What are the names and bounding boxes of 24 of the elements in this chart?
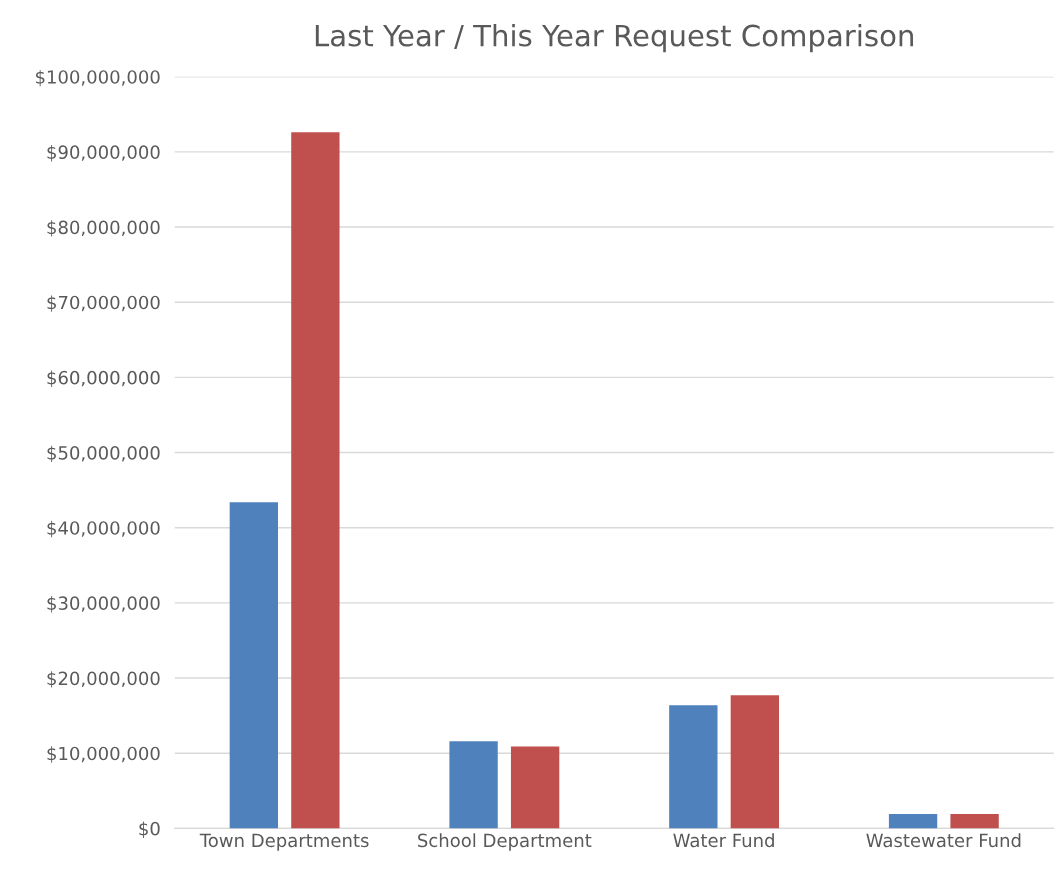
bar — [510, 746, 560, 829]
bar — [449, 741, 498, 829]
y-tick-label: $100,000,000 — [35, 69, 160, 87]
y-tick-label: $10,000,000 — [47, 746, 160, 763]
y-tick-label: $50,000,000 — [47, 445, 160, 463]
y-tick-label: $0 — [139, 821, 160, 838]
y-tick-label: $40,000,000 — [47, 520, 160, 538]
y-tick-label: $30,000,000 — [47, 596, 160, 613]
x-tick-label: School Department — [418, 833, 592, 851]
y-tick-label: $60,000,000 — [47, 370, 160, 387]
bar — [888, 814, 938, 829]
x-tick-label: Water Fund — [673, 833, 774, 848]
x-tick-label: Town Departments — [199, 833, 369, 851]
y-tick-label: $90,000,000 — [47, 145, 160, 162]
bar — [669, 705, 718, 829]
y-tick-label: $70,000,000 — [47, 295, 160, 312]
y-tick-label: $80,000,000 — [47, 220, 160, 237]
bar — [229, 502, 279, 829]
bar — [291, 132, 340, 829]
x-tick-label: Wastewater Fund — [866, 833, 1021, 848]
bar — [730, 695, 780, 829]
chart-title: Last Year / This Year Request Comparison — [315, 24, 913, 53]
y-tick-label: $20,000,000 — [47, 671, 160, 688]
bar — [950, 814, 999, 829]
